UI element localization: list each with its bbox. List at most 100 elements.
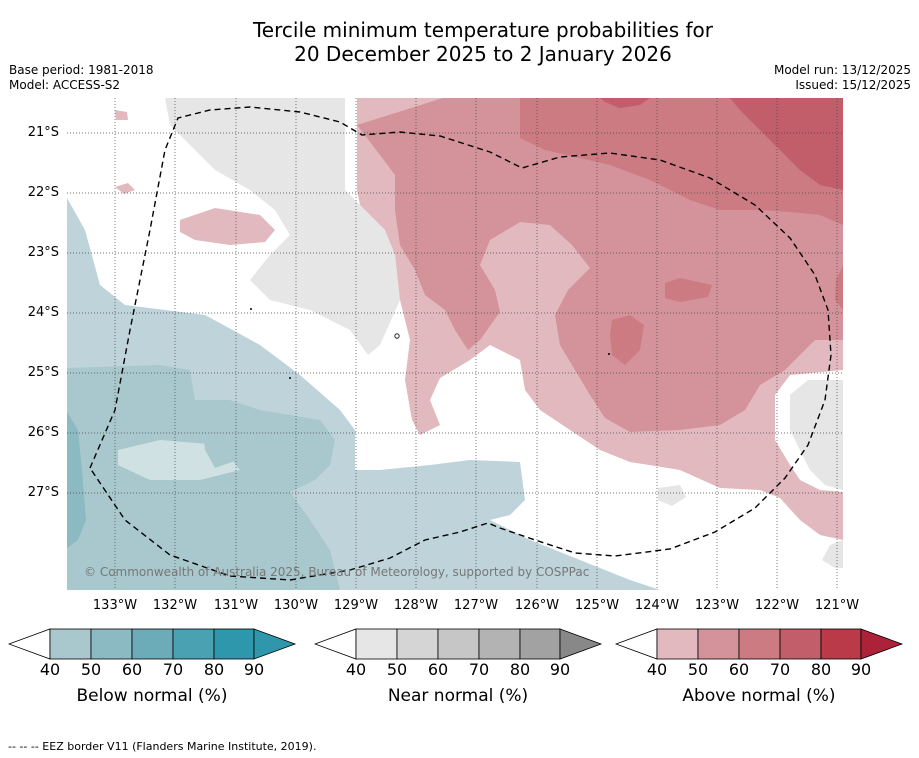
near-normal-over-arrow (559, 628, 603, 660)
lon-label: 123°W (694, 598, 740, 613)
above-normal-under-arrow (615, 628, 658, 660)
near-tick: 80 (509, 660, 531, 679)
lon-label: 132°W (152, 598, 198, 613)
meta-left: Base period: 1981-2018 Model: ACCESS-S2 (9, 63, 154, 93)
above-normal-70-region-2 (730, 98, 843, 190)
below-tick: 90 (243, 660, 265, 679)
above-tick: 80 (810, 660, 832, 679)
lon-label: 127°W (453, 598, 499, 613)
above-normal-40-left-patch (180, 208, 275, 245)
lon-label: 124°W (634, 598, 680, 613)
near-tick: 70 (468, 660, 490, 679)
below-normal-50-region (67, 365, 340, 590)
below-normal-colorbar (8, 628, 297, 660)
lat-label: 24°S (27, 305, 59, 320)
near-normal-swatch-2 (396, 628, 439, 660)
island-markers (250, 308, 610, 379)
near-normal-swatch-3 (437, 628, 480, 660)
lon-label: 122°W (754, 598, 800, 613)
above-normal-40-dot-1 (115, 110, 128, 120)
below-normal-swatch-5 (213, 628, 255, 660)
above-normal-swatch-3 (738, 628, 781, 660)
below-normal-swatch-3 (131, 628, 174, 660)
lat-label: 22°S (27, 185, 59, 200)
near-tick: 60 (427, 660, 449, 679)
below-normal-50-patch (203, 424, 243, 468)
near-normal-label: Near normal (%) (387, 686, 529, 706)
island-marker (394, 333, 400, 339)
below-tick: 70 (162, 660, 184, 679)
above-normal-swatch-4 (779, 628, 822, 660)
title-line-1: Tercile minimum temperature probabilitie… (252, 18, 714, 42)
above-normal-label: Above normal (%) (682, 686, 836, 706)
lon-label: 130°W (273, 598, 319, 613)
model-name: Model: ACCESS-S2 (9, 78, 121, 92)
copyright-notice: © Commonwealth of Australia 2025, Bureau… (84, 565, 590, 579)
above-normal-swatch-1 (656, 628, 699, 660)
above-normal-60-right-edge (835, 265, 843, 310)
lon-label: 129°W (333, 598, 379, 613)
below-tick: 80 (203, 660, 225, 679)
base-period: Base period: 1981-2018 (9, 63, 154, 77)
eez-border (89, 106, 832, 581)
near-normal-swatch-1 (355, 628, 398, 660)
title-line-2: 20 December 2025 to 2 January 2026 (294, 42, 672, 66)
near-normal-swatch-4 (478, 628, 521, 660)
above-tick: 50 (687, 660, 709, 679)
above-normal-colorbar (615, 628, 904, 660)
below-tick: 60 (121, 660, 143, 679)
above-tick: 60 (728, 660, 750, 679)
lat-label: 21°S (27, 125, 59, 140)
near-normal-colorbar (314, 628, 603, 660)
lon-label: 133°W (92, 598, 138, 613)
near-normal-small-patch (658, 485, 686, 506)
below-normal-swatch-4 (172, 628, 215, 660)
below-normal-over-arrow (253, 628, 297, 660)
issued-date: Issued: 15/12/2025 (795, 78, 911, 92)
eez-border-line (89, 106, 832, 581)
island-marker (289, 377, 291, 379)
near-normal-swatch-5 (519, 628, 561, 660)
lat-label: 23°S (27, 245, 59, 260)
near-tick: 40 (345, 660, 367, 679)
lat-label: 27°S (27, 485, 59, 500)
near-tick: 50 (386, 660, 408, 679)
island-marker (250, 308, 252, 310)
lon-label: 131°W (213, 598, 259, 613)
near-normal-right-region (790, 380, 843, 490)
above-normal-60-patch-1 (665, 278, 712, 302)
lon-label: 128°W (393, 598, 439, 613)
meta-right: Model run: 13/12/2025 Issued: 15/12/2025 (774, 63, 911, 93)
model-run: Model run: 13/12/2025 (773, 63, 911, 77)
map-fill-layer (67, 98, 843, 590)
above-normal-over-arrow (860, 628, 904, 660)
near-normal-corner-patch (822, 540, 843, 568)
below-normal-swatch-2 (90, 628, 133, 660)
map-title: Tercile minimum temperature probabilitie… (0, 18, 919, 66)
lon-label: 121°W (814, 598, 860, 613)
lon-label: 125°W (574, 598, 620, 613)
above-normal-70-region (600, 98, 650, 108)
below-normal-60-region (67, 412, 86, 548)
above-normal-60-patch-2 (610, 315, 644, 365)
below-tick: 40 (39, 660, 61, 679)
above-normal-40-dot-2 (115, 183, 135, 194)
below-normal-label: Below normal (%) (76, 686, 228, 706)
near-normal-region (165, 98, 400, 355)
lon-label: 126°W (514, 598, 560, 613)
above-tick: 90 (850, 660, 872, 679)
near-tick: 90 (549, 660, 571, 679)
below-normal-swatch-1 (49, 628, 92, 660)
below-tick: 50 (80, 660, 102, 679)
below-normal-under-arrow (8, 628, 51, 660)
lat-label: 25°S (27, 365, 59, 380)
above-tick: 70 (769, 660, 791, 679)
above-tick: 40 (646, 660, 668, 679)
grid-lines (67, 98, 843, 590)
eez-legend-note: -- -- -- EEZ border V11 (Flanders Marine… (8, 740, 317, 753)
above-normal-swatch-5 (820, 628, 862, 660)
near-normal-under-arrow (314, 628, 357, 660)
island-marker (608, 353, 610, 355)
above-normal-swatch-2 (697, 628, 740, 660)
